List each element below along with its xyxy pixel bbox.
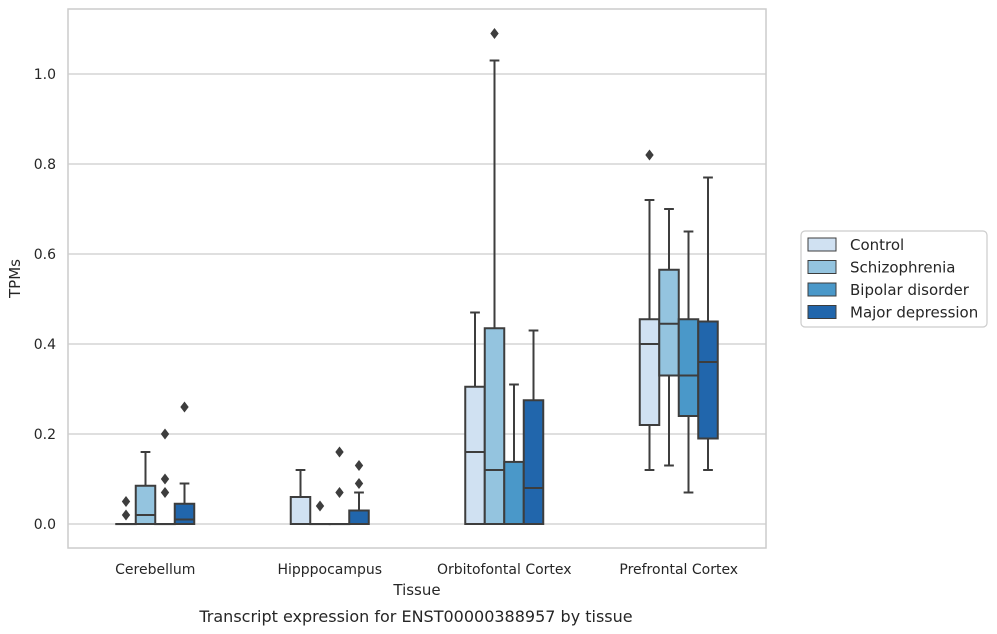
x-tick-label: Cerebellum [115,562,195,578]
box-body [503,460,525,525]
legend-item: Control [807,236,904,254]
box-body [348,509,370,525]
outlier-point [160,473,170,485]
y-tick-label: 0.8 [34,157,56,173]
legend-frame [800,230,988,328]
outlier-point [315,500,325,512]
plot-area-frame [67,8,767,549]
y-tick-label: 0.4 [34,337,56,353]
legend-item: Schizophrenia [807,259,955,277]
outlier-point [645,149,654,161]
y-tick-label: 0.2 [34,427,56,443]
box-prefrontal-cortex [697,176,719,471]
x-tick-label: Hipppocampus [277,562,382,578]
box-hipppocampus [309,500,331,526]
box-orbitofontal-cortex [464,311,486,525]
legend-item: Major depression [807,304,978,322]
box-orbitofontal-cortex [522,329,545,525]
box-prefrontal-cortex [658,208,680,467]
outlier-point [354,478,364,489]
box-body [173,502,196,525]
box-cerebellum [134,451,157,525]
legend-label: Control [850,236,904,254]
box-cerebellum [154,428,176,526]
legend-item: Bipolar disorder [807,281,970,299]
legend: Control Schizophrenia Bipolar disorder Majo… [800,230,988,328]
series-major-depression [173,176,719,525]
box-body [464,385,486,525]
y-axis-title: TPMs [6,259,24,299]
box-hipppocampus [348,460,370,525]
outlier-point [160,487,170,498]
series-bipolar-disorder [154,230,700,526]
grid-lines [68,73,766,525]
x-tick-label: Prefrontal Cortex [619,562,738,578]
y-tick-label: 1.0 [34,67,56,83]
box-body [289,496,312,525]
x-tick-labels: Cerebellum Hipppocampus Orbitofontal Corte… [115,562,738,578]
box-body [483,327,506,525]
box-cerebellum [173,401,196,525]
box-prefrontal-cortex [638,149,661,471]
y-tick-label: 0.0 [34,517,56,533]
y-tick-labels: 0.0 0.2 0.4 0.6 0.8 1.0 [34,67,56,533]
box-orbitofontal-cortex [483,28,506,525]
x-axis-title: Tissue [392,581,440,599]
outlier-point [335,487,344,498]
box-cerebellum [115,496,137,526]
series-schizophrenia [134,28,680,526]
legend-swatch [807,282,837,297]
box-orbitofontal-cortex [503,383,525,525]
box-prefrontal-cortex [677,230,700,494]
outlier-point [490,28,499,39]
box-body [522,399,545,525]
legend-label: Major depression [850,304,978,322]
outlier-point [121,509,131,521]
box-body [697,320,719,440]
x-tick-label: Orbitofontal Cortex [437,562,572,578]
legend-label: Schizophrenia [850,259,955,277]
legend-swatch [807,305,837,319]
box-hipppocampus [328,446,351,526]
chart-caption: Transcript expression for ENST0000038895… [198,607,632,626]
box-hipppocampus [289,469,312,525]
outlier-point [121,496,131,507]
outlier-point [354,460,364,471]
y-tick-label: 0.6 [34,247,56,263]
box-body [134,484,157,525]
outlier-point [160,428,170,440]
outlier-point [180,401,189,413]
box-body [638,318,661,426]
legend-swatch [807,237,837,252]
box-body [658,268,680,377]
legend-swatch [807,260,837,274]
legend-label: Bipolar disorder [850,281,970,299]
box-series [115,28,719,526]
series-control [115,149,661,526]
outlier-point [335,446,344,458]
box-body [677,318,700,417]
